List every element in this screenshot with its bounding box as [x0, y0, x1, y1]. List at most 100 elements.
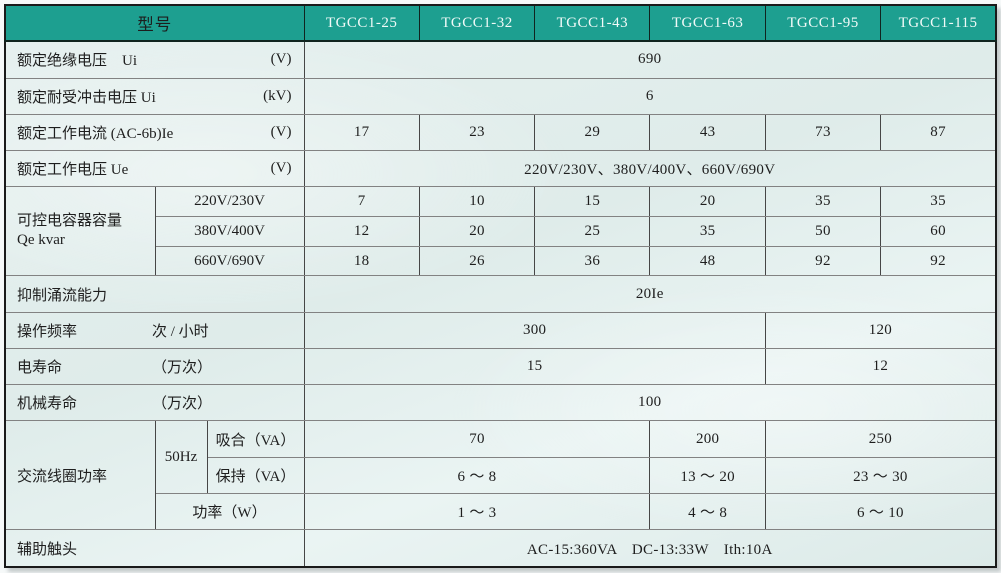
row-working-current: 额定工作电流 (AC-6b)Ie (V) 17 23 29 43 73 87	[4, 113, 997, 152]
row-unit: (V)	[270, 160, 292, 177]
capacity-value: 48	[649, 245, 766, 277]
row-label: 操作频率	[17, 323, 78, 340]
coil-power-w-value: 6 ～ 10	[764, 492, 997, 531]
coil-power-label-cell: 交流线圈功率	[4, 420, 156, 531]
electrical-life-label-cell: 电寿命 （万次）	[4, 347, 305, 386]
row-coil-power-w: 功率（W） 1 ～ 3 4 ～ 8 6 ～ 10	[5, 492, 997, 531]
row-inrush-suppression: 抑制涌流能力 20Ie	[4, 275, 997, 313]
mechanical-life-value: 100	[303, 384, 997, 422]
capacity-sub-label-380: 380V/400V	[154, 216, 305, 247]
row-operation-frequency: 操作频率 次 / 小时 300 120	[4, 311, 997, 349]
capacity-value: 92	[880, 245, 997, 277]
capacity-sub-label-220: 220V/230V	[154, 186, 305, 218]
working-current-value: 17	[303, 113, 420, 152]
coil-power-w-label: 功率（W）	[154, 492, 305, 531]
capacity-sub-label-660: 660V/690V	[154, 245, 305, 277]
working-current-value: 29	[534, 113, 651, 152]
row-label: 额定工作电压 Ue	[17, 162, 129, 179]
coil-power-w-value: 4 ～ 8	[649, 492, 766, 531]
coil-pickup-value: 200	[649, 420, 766, 458]
row-auxiliary-contact: 辅助触头 AC-15:360VA DC-13:33W Ith:10A	[4, 529, 997, 568]
row-mechanical-life: 机械寿命 （万次） 100	[4, 384, 997, 422]
capacity-label-cell: 可控电容器容量 Qe kvar	[4, 186, 156, 277]
working-voltage-label-cell: 额定工作电压 Ue (V)	[4, 150, 305, 188]
auxiliary-contact-label-cell: 辅助触头	[4, 529, 305, 568]
capacity-value: 50	[764, 216, 882, 247]
inrush-label-cell: 抑制涌流能力	[4, 275, 305, 313]
operation-frequency-label-cell: 操作频率 次 / 小时	[4, 311, 305, 349]
row-unit: (kV)	[263, 87, 292, 104]
auxiliary-contact-value: AC-15:360VA DC-13:33W Ith:10A	[303, 529, 997, 568]
row-unit: (V)	[270, 51, 292, 68]
coil-holding-value: 23 ～ 30	[764, 456, 997, 495]
capacity-value: 35	[764, 186, 882, 218]
row-unit: （万次）	[152, 396, 213, 413]
capacity-label-line2: Qe kvar	[17, 232, 65, 249]
capacity-value: 35	[880, 186, 997, 218]
capacity-value: 18	[303, 245, 420, 277]
row-coil-holding: 保持（VA） 6 ～ 8 13 ～ 20 23 ～ 30	[5, 456, 997, 495]
model-name-tgcc1-25: TGCC1-25	[303, 4, 420, 42]
working-current-value: 43	[649, 113, 766, 152]
spec-table: 型号 TGCC1-25 TGCC1-32 TGCC1-43 TGCC1-63 T…	[4, 4, 997, 568]
capacity-value: 25	[534, 216, 651, 247]
working-current-value: 23	[418, 113, 536, 152]
capacity-value: 12	[303, 216, 420, 247]
capacity-value: 7	[303, 186, 420, 218]
model-name-tgcc1-115: TGCC1-115	[880, 4, 997, 42]
model-header-label: 型号	[4, 4, 305, 42]
model-name-tgcc1-43: TGCC1-43	[534, 4, 651, 42]
coil-holding-value: 6 ～ 8	[303, 456, 651, 495]
row-label: 抑制涌流能力	[17, 287, 108, 304]
row-label: 额定耐受冲击电压 Ui	[17, 89, 156, 106]
model-name-tgcc1-32: TGCC1-32	[418, 4, 536, 42]
row-insulation-voltage: 额定绝缘电压 Ui (V) 690	[4, 40, 997, 79]
row-coil-pickup: 交流线圈功率 50Hz 吸合（VA） 70 200 250	[4, 420, 997, 531]
row-impulse-voltage: 额定耐受冲击电压 Ui (kV) 6	[4, 77, 997, 115]
row-capacity-380: 380V/400V 12 20 25 35 50 60	[5, 216, 997, 247]
header-row: 型号 TGCC1-25 TGCC1-32 TGCC1-43 TGCC1-63 T…	[4, 4, 997, 42]
coil-power-w-value: 1 ～ 3	[303, 492, 651, 531]
model-name-tgcc1-95: TGCC1-95	[764, 4, 882, 42]
capacity-value: 10	[418, 186, 536, 218]
capacity-value: 92	[764, 245, 882, 277]
row-label: 交流线圈功率	[17, 468, 108, 485]
row-label: 机械寿命	[17, 396, 78, 413]
row-capacity-220: 可控电容器容量 Qe kvar 220V/230V 7 10 15 20 35 …	[4, 186, 997, 277]
row-electrical-life: 电寿命 （万次） 15 12	[4, 347, 997, 386]
coil-freq-cell: 50Hz	[154, 420, 208, 494]
capacity-label-line1: 可控电容器容量	[17, 212, 123, 229]
row-label: 额定工作电流 (AC-6b)Ie	[17, 125, 174, 142]
row-unit: 次 / 小时	[152, 323, 209, 340]
operation-frequency-value-left: 300	[303, 311, 766, 349]
coil-pickup-value: 250	[764, 420, 997, 458]
impulse-voltage-label-cell: 额定耐受冲击电压 Ui (kV)	[4, 77, 305, 115]
working-current-label-cell: 额定工作电流 (AC-6b)Ie (V)	[4, 113, 305, 152]
working-current-value: 73	[764, 113, 882, 152]
coil-pickup-value: 70	[303, 420, 651, 458]
row-label: 辅助触头	[17, 541, 78, 558]
coil-holding-label: 保持（VA）	[206, 456, 305, 495]
insulation-voltage-label-cell: 额定绝缘电压 Ui (V)	[4, 40, 305, 79]
electrical-life-value-left: 15	[303, 347, 766, 386]
row-working-voltage: 额定工作电压 Ue (V) 220V/230V、380V/400V、660V/69…	[4, 150, 997, 188]
capacity-value: 20	[418, 216, 536, 247]
coil-holding-value: 13 ～ 20	[649, 456, 766, 495]
impulse-voltage-value: 6	[303, 77, 997, 115]
electrical-life-value-right: 12	[764, 347, 997, 386]
row-capacity-660: 660V/690V 18 26 36 48 92 92	[5, 245, 997, 277]
capacity-value: 60	[880, 216, 997, 247]
capacity-value: 15	[534, 186, 651, 218]
working-voltage-value: 220V/230V、380V/400V、660V/690V	[303, 150, 997, 188]
capacity-value: 20	[649, 186, 766, 218]
capacity-value: 26	[418, 245, 536, 277]
row-label: 电寿命	[17, 360, 63, 377]
mechanical-life-label-cell: 机械寿命 （万次）	[4, 384, 305, 422]
inrush-value: 20Ie	[303, 275, 997, 313]
row-label: 额定绝缘电压 Ui	[17, 53, 138, 70]
capacity-value: 36	[534, 245, 651, 277]
row-unit: （万次）	[152, 360, 213, 377]
operation-frequency-value-right: 120	[764, 311, 997, 349]
model-name-tgcc1-63: TGCC1-63	[649, 4, 766, 42]
